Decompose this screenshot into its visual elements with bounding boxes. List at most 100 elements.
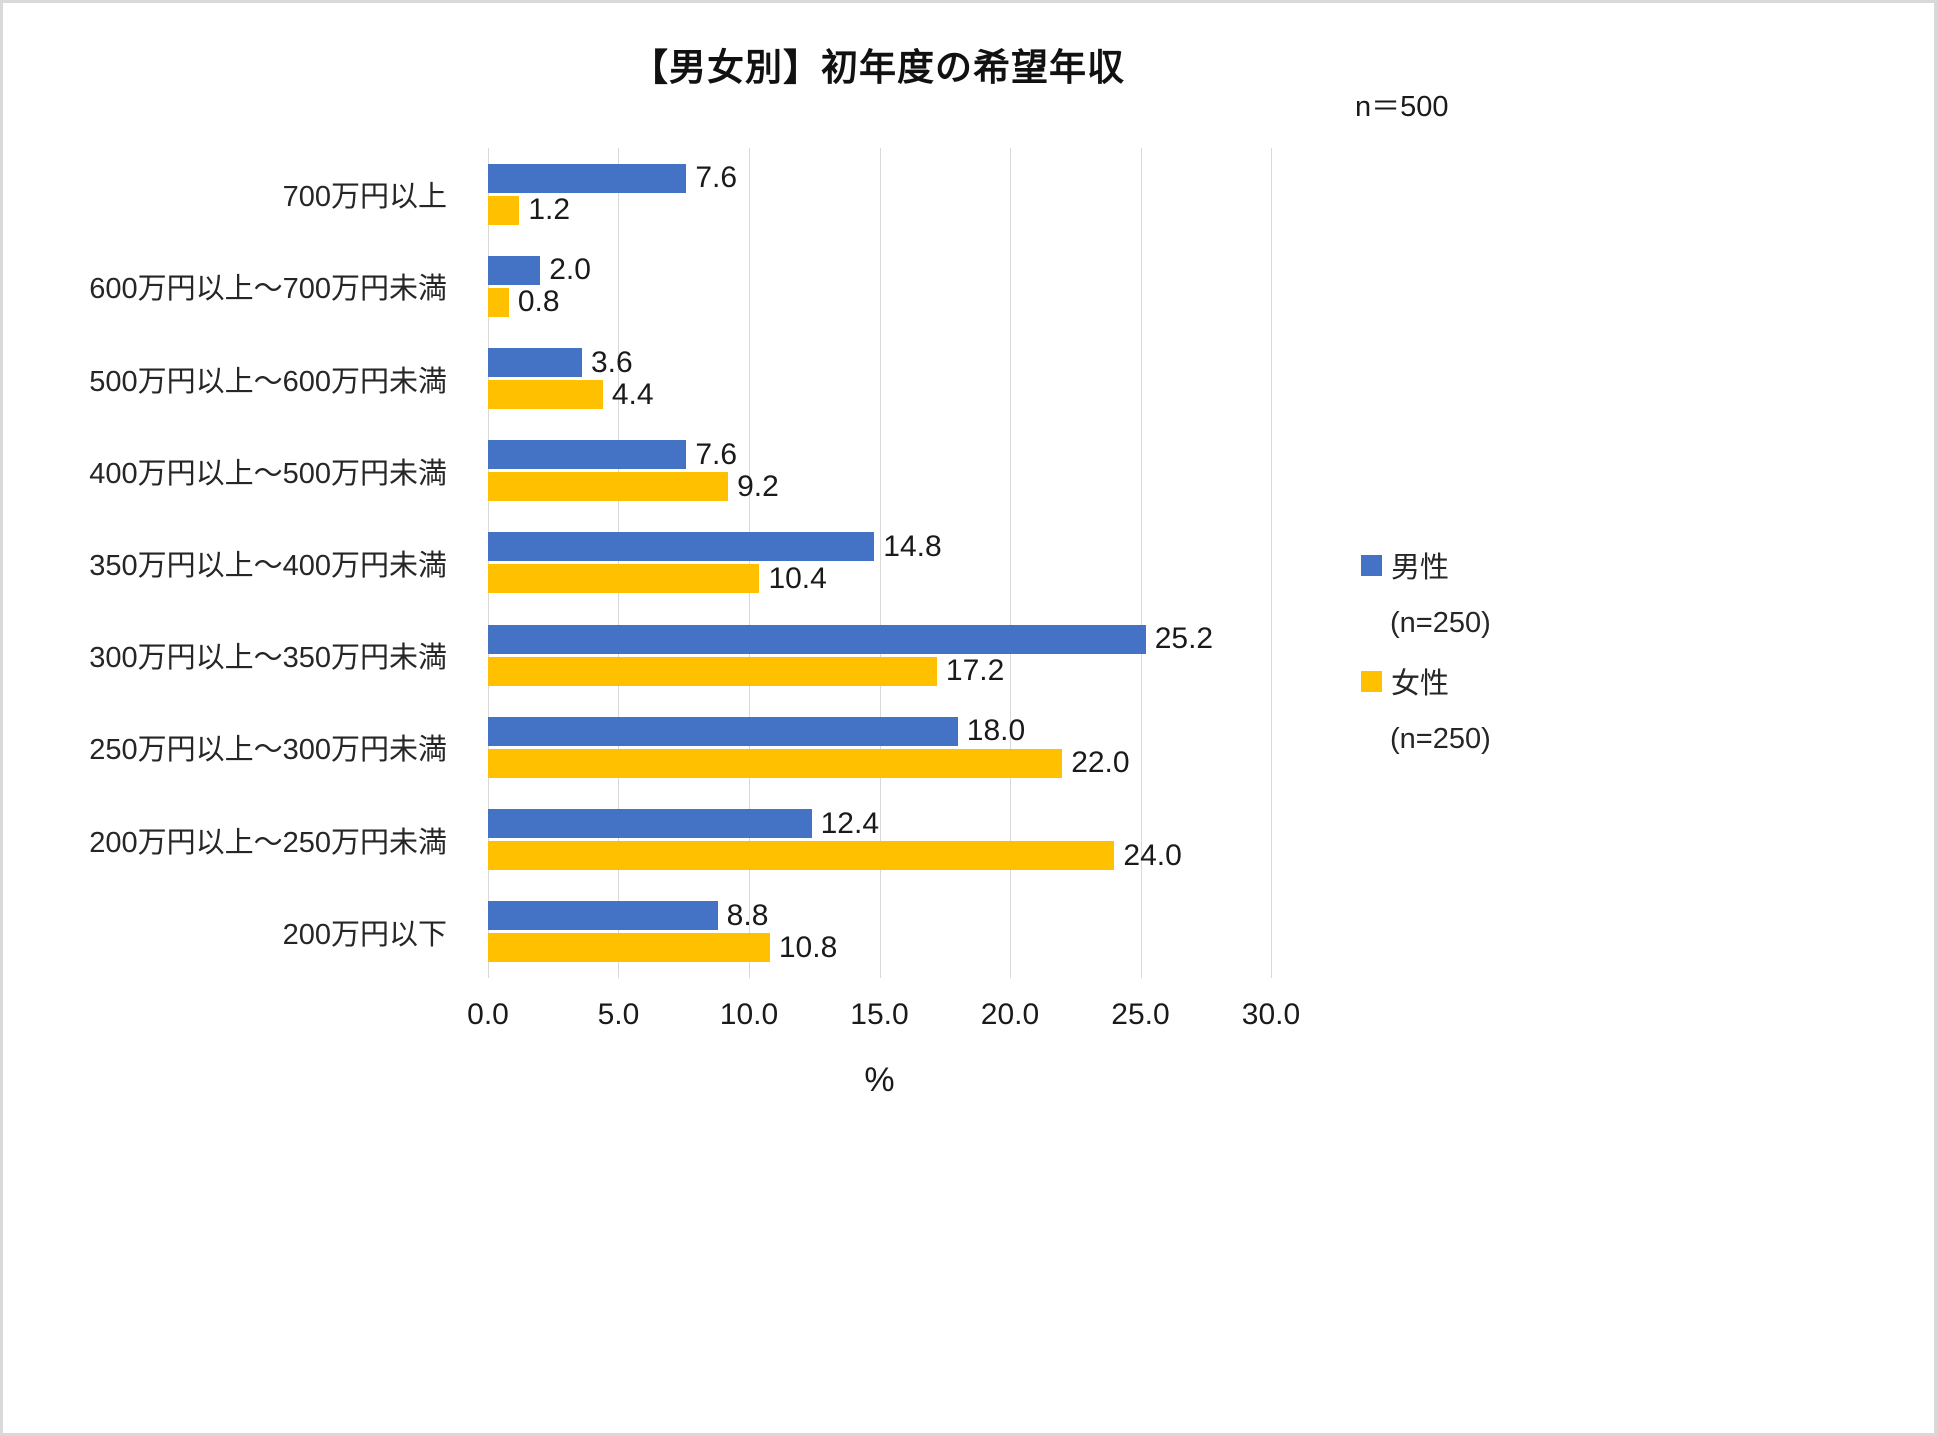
x-tick-label: 25.0 xyxy=(1111,998,1170,1031)
legend-series-name: 男性 xyxy=(1391,552,1450,584)
bar-女性 xyxy=(488,656,937,686)
bar-line: 22.0 xyxy=(488,746,1271,780)
chart-title: 【男女別】初年度の希望年収 xyxy=(631,47,1125,88)
bar-line: 24.0 xyxy=(488,838,1271,872)
legend-series-n: (n=250) xyxy=(1390,606,1491,639)
bar-line: 12.4 xyxy=(488,806,1271,840)
bar-女性 xyxy=(488,748,1063,778)
x-tick-label: 20.0 xyxy=(980,998,1040,1031)
x-tick-label: 5.0 xyxy=(597,998,640,1031)
value-label: 10.8 xyxy=(778,930,838,964)
bar-女性 xyxy=(488,564,760,594)
bar-男性 xyxy=(488,809,812,839)
value-label: 22.0 xyxy=(1071,746,1130,780)
bar-group: 25.2 17.2 xyxy=(488,609,1271,701)
gridline xyxy=(748,148,750,978)
value-label: 2.0 xyxy=(549,253,591,287)
x-tick-label: 15.0 xyxy=(850,998,909,1031)
gridline xyxy=(1009,148,1011,978)
bar-女性 xyxy=(488,195,520,225)
value-label: 18.0 xyxy=(966,714,1026,748)
bar-line: 8.8 xyxy=(488,898,1271,932)
bar-group: 8.8 10.8 xyxy=(488,886,1271,978)
category-label: 350万円以上～400万円未満 xyxy=(89,549,447,582)
gridline xyxy=(1140,148,1142,978)
bar-group: 14.8 10.4 xyxy=(488,517,1271,609)
legend-swatch xyxy=(1361,554,1382,576)
value-label: 0.8 xyxy=(517,285,560,319)
bar-女性 xyxy=(488,287,509,317)
bar-line: 10.4 xyxy=(488,561,1271,595)
value-label: 17.2 xyxy=(945,654,1005,688)
x-tick-label: 10.0 xyxy=(719,998,779,1031)
value-label: 4.4 xyxy=(611,377,654,411)
category-label: 250万円以上～300万円未満 xyxy=(89,734,447,767)
bar-group: 18.0 22.0 xyxy=(488,701,1271,793)
bar-line: 1.2 xyxy=(488,193,1271,227)
bar-line: 0.8 xyxy=(488,285,1271,319)
value-label: 1.2 xyxy=(528,193,571,227)
bar-group: 2.0 0.8 xyxy=(488,240,1271,332)
gridline xyxy=(618,148,620,978)
bar-line: 25.2 xyxy=(488,622,1271,656)
value-label: 24.0 xyxy=(1123,838,1182,872)
x-tick-label: 0.0 xyxy=(467,998,509,1031)
legend-item: 女性 xyxy=(1361,652,1491,710)
x-axis-ticks: 0.0 5.0 10.0 15.0 20.0 25.0 30.0 xyxy=(467,998,1300,1040)
bar-女性 xyxy=(488,933,770,963)
bar-line: 2.0 xyxy=(488,253,1271,287)
category-label: 600万円以上～700万円未満 xyxy=(89,273,447,306)
gridline xyxy=(1271,148,1272,978)
bar-group: 3.6 4.4 xyxy=(488,332,1271,424)
bar-男性 xyxy=(488,348,582,378)
value-label: 9.2 xyxy=(737,469,779,503)
bar-line: 9.2 xyxy=(488,469,1271,503)
bar-line: 14.8 xyxy=(488,529,1271,563)
value-label: 7.6 xyxy=(695,161,738,195)
value-label: 12.4 xyxy=(820,806,880,840)
category-label: 500万円以上～600万円未満 xyxy=(89,365,447,398)
legend-series-name: 女性 xyxy=(1391,668,1450,700)
legend-item: 男性 xyxy=(1361,536,1491,594)
bar-女性 xyxy=(488,841,1115,871)
value-label: 3.6 xyxy=(590,345,633,379)
category-labels: 700万円以上 600万円以上～700万円未満 500万円以上～600万円未満 400… xyxy=(3,148,465,978)
bar-女性 xyxy=(488,472,729,502)
sample-size-label: n＝500 xyxy=(1355,91,1449,123)
bar-line: 18.0 xyxy=(488,714,1271,748)
legend-swatch xyxy=(1361,670,1382,692)
bar-女性 xyxy=(488,380,603,410)
bar-line: 10.8 xyxy=(488,930,1271,964)
category-label: 700万円以上 xyxy=(282,181,447,214)
category-label: 400万円以上～500万円未満 xyxy=(89,457,447,490)
bar-男性 xyxy=(488,624,1146,654)
x-tick-label: 30.0 xyxy=(1241,998,1301,1031)
bars-rows: 7.6 1.2 2.0 0.8 3.6 4.4 7.6 9.2 14.8 10.4 25.2 17.2… xyxy=(488,148,1271,978)
category-label: 300万円以上～350万円未満 xyxy=(89,642,447,675)
category-label: 200万円以上～250万円未満 xyxy=(89,826,447,859)
bar-男性 xyxy=(488,532,875,562)
value-label: 7.6 xyxy=(695,437,738,471)
bar-line: 3.6 xyxy=(488,345,1271,379)
bar-group: 7.6 1.2 xyxy=(488,148,1271,240)
value-label: 8.8 xyxy=(726,898,769,932)
bar-line: 4.4 xyxy=(488,377,1271,411)
category-label: 200万円以下 xyxy=(282,918,447,951)
bar-group: 7.6 9.2 xyxy=(488,425,1271,517)
value-label: 14.8 xyxy=(883,529,942,563)
gridline xyxy=(879,148,881,978)
bar-男性 xyxy=(488,163,687,193)
bar-男性 xyxy=(488,255,541,285)
legend: 男性 (n=250) 女性 (n=250) xyxy=(1361,536,1491,768)
bar-line: 7.6 xyxy=(488,437,1271,471)
bar-男性 xyxy=(488,440,687,470)
value-label: 25.2 xyxy=(1154,622,1214,656)
bar-group: 12.4 24.0 xyxy=(488,794,1271,886)
x-axis-title: % xyxy=(864,1061,895,1099)
value-label: 10.4 xyxy=(768,561,827,595)
bar-line: 17.2 xyxy=(488,654,1271,688)
bar-男性 xyxy=(488,901,718,931)
bar-line: 7.6 xyxy=(488,161,1271,195)
gridline xyxy=(488,148,489,978)
